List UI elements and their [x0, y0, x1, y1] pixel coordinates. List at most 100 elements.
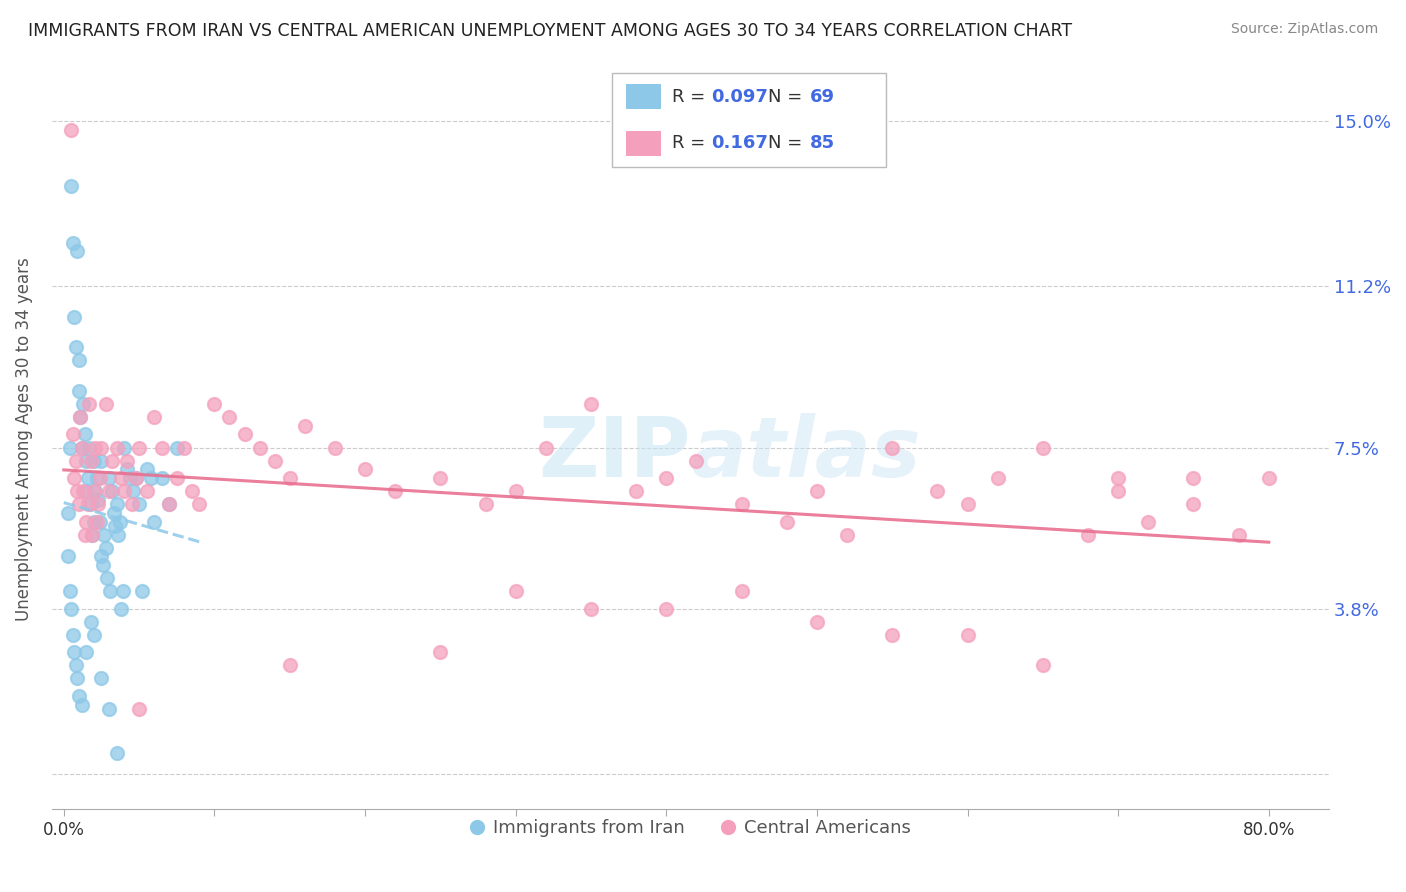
Point [1182, 471, 1205, 485]
Point [94, 541, 117, 555]
Point [69, 410, 91, 425]
Point [96, 571, 118, 585]
Point [112, 441, 135, 455]
Point [278, 471, 301, 485]
Point [1137, 515, 1160, 529]
Point [294, 418, 316, 433]
Point [1107, 471, 1129, 485]
Point [121, 497, 143, 511]
Point [98, 471, 121, 485]
Point [188, 497, 211, 511]
Text: N =: N = [768, 135, 807, 153]
Point [806, 484, 828, 499]
Point [60, 601, 83, 615]
Point [135, 484, 157, 499]
Text: 69: 69 [810, 87, 835, 105]
Point [835, 527, 858, 541]
Point [685, 453, 707, 467]
Point [115, 453, 138, 467]
Point [120, 471, 142, 485]
Point [58, 506, 80, 520]
Point [67, 353, 90, 368]
Point [956, 628, 979, 642]
Point [89, 471, 111, 485]
Point [354, 462, 377, 476]
Point [89, 515, 111, 529]
Point [882, 441, 904, 455]
Point [249, 441, 271, 455]
Text: 85: 85 [810, 135, 835, 153]
Point [72, 484, 94, 499]
Point [730, 584, 752, 599]
Point [60, 122, 83, 136]
Point [956, 497, 979, 511]
Point [278, 658, 301, 673]
Point [94, 397, 117, 411]
Point [77, 471, 100, 485]
Point [1107, 484, 1129, 499]
Point [429, 471, 451, 485]
Point [927, 484, 949, 499]
Point [70, 441, 93, 455]
Point [157, 497, 180, 511]
Point [69, 410, 91, 425]
Point [98, 484, 121, 499]
Point [59, 441, 82, 455]
Y-axis label: Unemployment Among Ages 30 to 34 years: Unemployment Among Ages 30 to 34 years [15, 257, 32, 621]
Point [166, 471, 188, 485]
Text: IMMIGRANTS FROM IRAN VS CENTRAL AMERICAN UNEMPLOYMENT AMONG AGES 30 TO 34 YEARS : IMMIGRANTS FROM IRAN VS CENTRAL AMERICAN… [28, 22, 1073, 40]
Point [131, 584, 153, 599]
Point [90, 441, 112, 455]
Point [58, 549, 80, 564]
Point [110, 471, 132, 485]
Point [83, 484, 105, 499]
Point [218, 410, 240, 425]
Point [62, 628, 84, 642]
Point [90, 549, 112, 564]
Text: 0.097: 0.097 [711, 87, 768, 105]
Text: 0.167: 0.167 [711, 135, 768, 153]
Point [128, 702, 150, 716]
Text: R =: R = [672, 87, 711, 105]
Point [75, 645, 97, 659]
Point [1032, 441, 1054, 455]
Point [110, 601, 132, 615]
Point [111, 584, 134, 599]
Point [204, 397, 226, 411]
Point [112, 484, 135, 499]
Point [103, 506, 125, 520]
Point [1032, 658, 1054, 673]
Point [67, 689, 90, 703]
Point [62, 235, 84, 250]
Point [105, 746, 128, 760]
Text: atlas: atlas [690, 413, 921, 494]
Point [75, 515, 97, 529]
Point [77, 497, 100, 511]
Text: Source: ZipAtlas.com: Source: ZipAtlas.com [1230, 22, 1378, 37]
Point [65, 453, 87, 467]
Point [60, 179, 83, 194]
Point [75, 484, 97, 499]
Legend: Immigrants from Iran, Central Americans: Immigrants from Iran, Central Americans [463, 812, 918, 845]
Point [72, 397, 94, 411]
Point [65, 658, 87, 673]
Point [655, 601, 678, 615]
Point [128, 497, 150, 511]
Point [105, 497, 128, 511]
Point [82, 527, 104, 541]
Point [534, 441, 557, 455]
Point [63, 471, 86, 485]
Point [59, 584, 82, 599]
Point [86, 515, 108, 529]
Point [107, 527, 129, 541]
Point [101, 453, 124, 467]
Point [150, 441, 173, 455]
Point [730, 497, 752, 511]
Point [62, 427, 84, 442]
Text: R =: R = [672, 135, 711, 153]
Point [82, 527, 104, 541]
Point [108, 515, 131, 529]
Point [157, 497, 180, 511]
Point [66, 244, 89, 259]
Point [143, 410, 166, 425]
